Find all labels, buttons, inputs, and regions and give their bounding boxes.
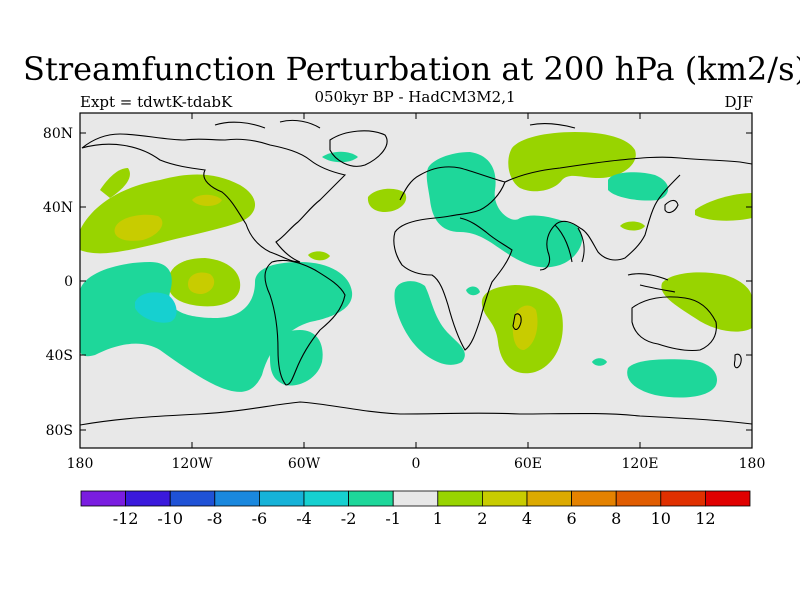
contour-region	[394, 281, 465, 365]
colorbar-label: -12	[113, 509, 139, 528]
colorbar-label: -6	[252, 509, 268, 528]
coastline-arctic	[214, 119, 576, 129]
chart-title: Streamfunction Perturbation at 200 hPa (…	[23, 50, 800, 88]
colorbar-swatch	[392, 490, 439, 507]
lat-label: 80N	[43, 126, 73, 142]
contour-region	[620, 221, 645, 231]
colorbar-label: 12	[695, 509, 715, 528]
contour-region	[135, 292, 177, 323]
lat-label: 0	[64, 274, 73, 290]
contour-region	[192, 194, 222, 206]
colorbar-swatch	[303, 490, 349, 507]
contour-region	[114, 214, 163, 241]
contour-region	[661, 272, 752, 332]
colorbar-label: 8	[611, 509, 621, 528]
colorbar-swatch	[80, 490, 126, 507]
colorbar-label: -1	[385, 509, 401, 528]
colorbar-label: 2	[477, 509, 487, 528]
lat-ticks	[80, 132, 752, 431]
coastline-greenland	[329, 130, 388, 167]
coastline-japan	[664, 199, 679, 214]
colorbar-swatch	[348, 490, 394, 507]
contour-region	[695, 193, 752, 221]
lon-label: 120E	[622, 456, 659, 472]
colorbar	[80, 490, 751, 507]
colorbar-swatch	[481, 490, 528, 507]
colorbar-swatch	[125, 490, 171, 507]
colorbar-swatch	[214, 490, 260, 507]
colorbar-swatch	[660, 490, 706, 507]
lon-labels: 180 120W 60W 0 60E 120E 180	[67, 456, 766, 472]
colorbar-swatch	[571, 490, 617, 507]
colorbar-label: 10	[651, 509, 671, 528]
chart-subtitle: 050kyr BP - HadCM3M2,1	[314, 88, 516, 106]
colorbar-labels: -12 -10 -8 -6 -4 -2 -1 1 2 4 6 8 10 12	[113, 509, 716, 528]
colorbar-swatch	[169, 490, 216, 507]
colorbar-label: 1	[433, 509, 443, 528]
contour-region	[627, 359, 717, 398]
experiment-label: Expt = tdwtK-tdabK	[80, 93, 233, 111]
coastline-north-america	[81, 133, 347, 263]
coastline-europe-africa	[393, 166, 513, 351]
lat-label: 40N	[43, 200, 73, 216]
contour-region	[592, 358, 607, 366]
lat-label: 80S	[46, 423, 73, 439]
contour-region	[188, 272, 215, 294]
contour-region	[322, 151, 358, 163]
lon-ticks	[191, 113, 641, 448]
colorbar-swatch	[526, 490, 572, 507]
colorbar-label: 6	[567, 509, 577, 528]
contour-fields	[80, 119, 752, 426]
colorbar-swatch	[437, 490, 483, 507]
coastline-antarctica	[80, 401, 752, 426]
contour-region	[608, 172, 669, 201]
lon-label: 60W	[288, 456, 321, 472]
contour-region	[426, 152, 583, 268]
colorbar-label: -4	[296, 509, 312, 528]
coastline-indonesia	[627, 273, 676, 293]
contour-region	[308, 251, 330, 261]
colorbar-swatch	[258, 490, 305, 507]
contour-region	[508, 132, 636, 192]
lon-label: 120W	[171, 456, 213, 472]
colorbar-label: -8	[207, 509, 223, 528]
contour-region	[367, 188, 407, 212]
coastline-india	[554, 224, 585, 263]
coastline-new-zealand	[733, 353, 742, 369]
lon-label: 180	[67, 456, 94, 472]
coastline-asia	[504, 156, 752, 271]
lat-label: 40S	[46, 348, 73, 364]
coastline-madagascar	[512, 313, 522, 331]
lon-label: 0	[412, 456, 421, 472]
coastline-south-america	[264, 259, 346, 386]
coastline-australia	[631, 296, 717, 352]
season-label: DJF	[724, 93, 753, 111]
lon-label: 60E	[514, 456, 542, 472]
colorbar-label: 4	[522, 509, 532, 528]
colorbar-swatch	[615, 490, 662, 507]
lon-label: 180	[739, 456, 766, 472]
negative-strong-regions	[135, 292, 177, 323]
colorbar-label: -2	[341, 509, 357, 528]
lat-labels: 80N 40N 0 40S 80S	[43, 126, 73, 439]
colorbar-label: -10	[157, 509, 183, 528]
contour-region	[466, 286, 480, 296]
colorbar-swatch	[705, 490, 751, 507]
contour-region	[512, 305, 538, 350]
coastlines	[80, 119, 752, 426]
positive-strong-regions	[96, 194, 538, 350]
contour-region	[100, 168, 130, 198]
